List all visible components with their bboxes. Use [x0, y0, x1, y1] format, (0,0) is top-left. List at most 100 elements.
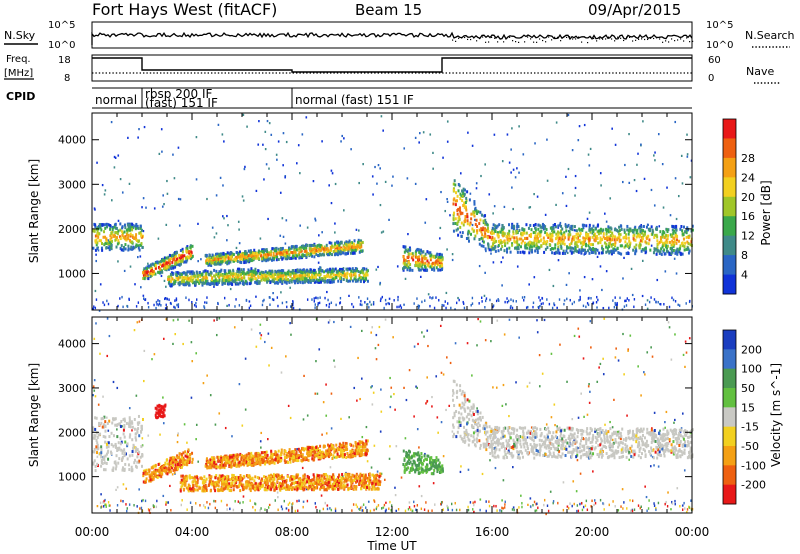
scatter-cell	[105, 461, 108, 465]
near-range-point	[193, 303, 196, 307]
scatter-cell	[266, 280, 269, 284]
scatter-cell	[242, 270, 245, 274]
scatter-cell	[175, 275, 178, 279]
scatter-cell	[467, 229, 470, 233]
scatter-cell	[228, 282, 231, 286]
scatter-cell	[108, 240, 111, 244]
scatter-speck	[662, 206, 665, 209]
scatter-cell	[132, 235, 135, 239]
scatter-cell	[173, 265, 176, 269]
scatter-cell	[608, 237, 611, 241]
scatter-cell	[293, 279, 296, 283]
scatter-cell	[502, 227, 505, 231]
scatter-cell	[661, 243, 664, 247]
scatter-cell	[544, 240, 547, 244]
scatter-cell	[326, 268, 329, 272]
scatter-cell	[585, 234, 588, 238]
scatter-cell	[555, 232, 558, 236]
scatter-cell	[407, 261, 410, 265]
scatter-cell	[262, 274, 265, 278]
scatter-speck	[218, 412, 221, 415]
near-range-point	[122, 305, 124, 309]
scatter-cell	[312, 250, 315, 254]
scatter-cell	[549, 248, 552, 252]
scatter-speck	[403, 147, 406, 150]
scatter-cell	[117, 448, 120, 452]
near-range-point	[648, 499, 650, 502]
scatter-speck	[502, 479, 505, 482]
scatter-cell	[183, 279, 186, 283]
scatter-cell	[526, 246, 529, 250]
scatter-cell	[311, 243, 314, 247]
scatter-cell	[539, 224, 542, 228]
scatter-cell	[293, 276, 296, 280]
scatter-cell	[269, 251, 272, 255]
scatter-cell	[489, 231, 492, 235]
scatter-speck	[330, 201, 333, 205]
scatter-speck	[100, 493, 102, 496]
scatter-cell	[638, 226, 641, 230]
nsearch-point	[473, 37, 475, 39]
scatter-cell	[121, 225, 124, 229]
scatter-cell	[685, 235, 688, 239]
near-range-point	[93, 305, 95, 308]
scatter-cell	[568, 230, 571, 234]
scatter-cell	[159, 271, 162, 275]
scatter-cell	[228, 277, 231, 281]
scatter-cell	[99, 239, 102, 243]
scatter-cell	[323, 280, 326, 284]
scatter-cell	[514, 246, 517, 250]
scatter-cell	[340, 277, 343, 281]
scatter-cell	[104, 468, 107, 472]
near-range-point	[413, 302, 415, 305]
scatter-cell	[305, 252, 308, 256]
near-range-point	[274, 499, 276, 502]
scatter-cell	[409, 262, 412, 266]
scatter-cell	[326, 250, 329, 254]
scatter-cell	[218, 270, 221, 274]
scatter-speck	[657, 465, 660, 468]
nsearch-point	[644, 38, 646, 41]
scatter-cell	[459, 225, 462, 229]
scatter-cell	[265, 255, 268, 259]
near-range-point	[156, 499, 158, 503]
near-range-point	[510, 298, 512, 301]
scatter-speck	[305, 488, 308, 491]
scatter-cell	[114, 238, 117, 242]
scatter-cell	[493, 237, 496, 241]
near-range-point	[330, 508, 333, 512]
scatter-speck	[579, 289, 581, 292]
near-range-point	[613, 305, 616, 309]
scatter-cell	[343, 246, 346, 250]
scatter-cell	[628, 239, 631, 243]
scatter-cell	[567, 246, 570, 250]
near-range-point	[586, 508, 589, 512]
scatter-cell	[669, 246, 672, 250]
scatter-cell	[261, 259, 264, 263]
scatter-speck	[371, 403, 374, 406]
scatter-cell	[657, 242, 660, 246]
scatter-cell	[572, 235, 575, 239]
near-range-point	[637, 504, 640, 507]
scatter-speck	[637, 152, 639, 155]
scatter-cell	[345, 279, 348, 283]
scatter-speck	[128, 407, 131, 410]
near-range-point	[102, 505, 105, 508]
scatter-cell	[243, 276, 246, 280]
scatter-cell	[178, 283, 181, 287]
scatter-cell	[129, 247, 132, 251]
scatter-cell	[653, 247, 656, 251]
scatter-speck	[299, 224, 302, 227]
scatter-cell	[516, 238, 519, 242]
scatter-speck	[383, 478, 386, 481]
scatter-cell	[161, 257, 164, 261]
scatter-cell	[150, 271, 153, 275]
near-range-point	[495, 504, 497, 508]
scatter-cell	[454, 217, 457, 221]
scatter-cell	[278, 272, 281, 276]
scatter-speck	[133, 329, 136, 332]
near-range-point	[429, 296, 431, 299]
scatter-cell	[550, 235, 553, 239]
scatter-cell	[236, 273, 239, 277]
scatter-cell	[214, 278, 217, 282]
